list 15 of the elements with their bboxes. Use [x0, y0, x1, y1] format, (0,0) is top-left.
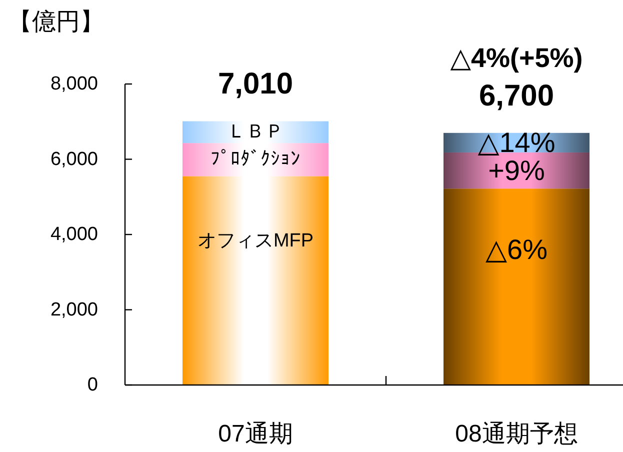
total-label: 7,010	[218, 68, 294, 101]
y-tick-label: 8,000	[50, 74, 98, 94]
series-label: オフィスMFP	[197, 230, 314, 252]
series-label: ﾌﾟﾛﾀﾞｸｼｮﾝ	[210, 149, 300, 170]
x-tick-label: 07通期	[218, 420, 293, 448]
y-tick-label: 2,000	[50, 299, 98, 320]
y-axis-title: 【億円】	[8, 8, 104, 36]
x-tick-label: 08通期予想	[455, 420, 578, 448]
y-tick-label: 0	[87, 374, 98, 396]
total-label: 6,700	[478, 79, 554, 112]
text: △4%(+5%)	[450, 42, 583, 73]
y-tick-label: 6,000	[50, 148, 98, 170]
series-label: ＬＢＰ	[227, 122, 284, 143]
y-tick-label: 4,000	[50, 224, 98, 245]
annotation: △6%	[485, 234, 548, 265]
